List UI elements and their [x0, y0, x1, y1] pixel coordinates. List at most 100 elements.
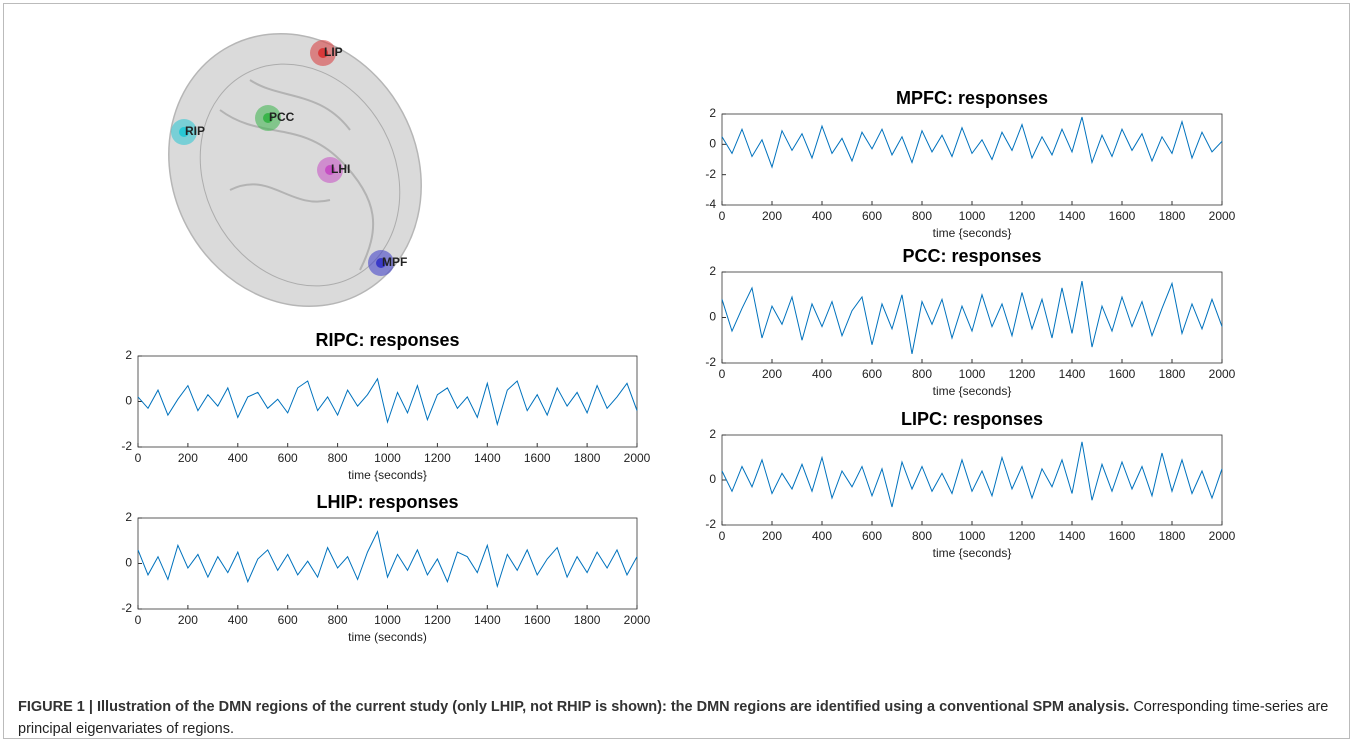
- y-tick-label: -2: [121, 601, 132, 615]
- series-line: [137, 530, 638, 589]
- x-tick-label: 400: [812, 367, 832, 381]
- x-tick-label: 1000: [959, 209, 986, 223]
- x-tick-label: 400: [812, 209, 832, 223]
- x-tick-label: 200: [762, 367, 782, 381]
- series-line: [721, 116, 1223, 169]
- brain-nodes: LIP PCC RIP LHI MPF: [171, 40, 407, 276]
- chart-title: LIPC: responses: [901, 409, 1043, 429]
- y-tick-label: -2: [705, 167, 716, 181]
- x-tick-label: 1600: [524, 451, 551, 465]
- line-chart: MPFC: responses 0 200 400 600 800 1000 1200 1400…: [705, 88, 1235, 240]
- x-tick-label: 1000: [374, 613, 401, 627]
- x-tick-label: 200: [762, 209, 782, 223]
- node-label: RIP: [185, 124, 205, 138]
- x-tick-label: 200: [178, 613, 198, 627]
- caption-bold: FIGURE 1 | Illustration of the DMN regio…: [18, 699, 1130, 715]
- x-tick-label: 800: [912, 367, 932, 381]
- x-axis-label: time {seconds}: [933, 226, 1012, 240]
- x-tick-label: 2000: [624, 613, 651, 627]
- y-tick-label: 2: [125, 510, 132, 524]
- x-tick-label: 800: [328, 613, 348, 627]
- x-tick-label: 1600: [524, 613, 551, 627]
- node: [376, 258, 386, 268]
- node-label: MPF: [382, 255, 407, 269]
- x-tick-label: 1800: [1159, 367, 1186, 381]
- x-tick-label: 1200: [424, 451, 451, 465]
- x-axis-label: time (seconds): [348, 630, 427, 644]
- y-tick-label: 2: [709, 264, 716, 278]
- line-chart: PCC: responses 0 200 400 600 800 1000 1200 1400 1…: [705, 246, 1235, 398]
- x-tick-label: 1800: [574, 451, 601, 465]
- node: [179, 127, 189, 137]
- x-tick-label: 200: [178, 451, 198, 465]
- y-tick-label: 0: [709, 310, 716, 324]
- x-tick-label: 200: [762, 529, 782, 543]
- x-tick-label: 0: [135, 613, 142, 627]
- x-tick-label: 600: [862, 209, 882, 223]
- y-tick-label: 2: [709, 106, 716, 120]
- figure-frame: [3, 3, 1350, 739]
- x-tick-label: 1400: [474, 613, 501, 627]
- line-chart: LIPC: responses 0 200 400 600 800 1000 1200 1400…: [705, 409, 1235, 560]
- x-tick-label: 600: [278, 613, 298, 627]
- x-tick-label: 2000: [1209, 367, 1236, 381]
- x-tick-label: 1200: [1009, 209, 1036, 223]
- plot-area: [721, 271, 1223, 364]
- x-tick-label: 600: [862, 529, 882, 543]
- x-axis-label: time {seconds}: [933, 384, 1012, 398]
- x-tick-label: 2000: [1209, 529, 1236, 543]
- x-tick-label: 1800: [1159, 529, 1186, 543]
- node: [263, 113, 273, 123]
- x-tick-label: 400: [812, 529, 832, 543]
- x-tick-label: 600: [278, 451, 298, 465]
- brain-render: [168, 33, 422, 307]
- x-tick-label: 1800: [574, 613, 601, 627]
- x-tick-label: 1600: [1109, 529, 1136, 543]
- y-tick-label: 0: [125, 394, 132, 408]
- x-tick-label: 1200: [424, 613, 451, 627]
- x-axis-label: time {seconds}: [933, 546, 1012, 560]
- x-tick-label: 800: [912, 529, 932, 543]
- y-tick-label: -2: [705, 517, 716, 531]
- series-line: [137, 377, 638, 427]
- x-tick-label: 1000: [959, 529, 986, 543]
- x-tick-label: 1400: [1059, 209, 1086, 223]
- chart-title: MPFC: responses: [896, 88, 1048, 108]
- y-tick-label: -4: [705, 197, 716, 211]
- chart-title: PCC: responses: [902, 246, 1041, 266]
- x-tick-label: 1600: [1109, 367, 1136, 381]
- node: [318, 48, 328, 58]
- series-line: [721, 441, 1223, 508]
- x-tick-label: 1000: [374, 451, 401, 465]
- caption-text: Corresponding time-series are principal …: [18, 699, 1329, 737]
- line-chart: LHIP: responses 0 200 400 600 800 1000 1200 1400…: [121, 492, 650, 644]
- plot-area: [721, 113, 1223, 206]
- x-axis-label: time {seconds}: [348, 468, 427, 482]
- x-tick-label: 2000: [624, 451, 651, 465]
- node-label: PCC: [269, 110, 295, 124]
- x-tick-label: 400: [228, 613, 248, 627]
- y-tick-label: 0: [709, 472, 716, 486]
- node: [325, 165, 335, 175]
- x-tick-label: 1600: [1109, 209, 1136, 223]
- x-tick-label: 0: [719, 529, 726, 543]
- x-tick-label: 2000: [1209, 209, 1236, 223]
- x-tick-label: 1400: [1059, 529, 1086, 543]
- y-tick-label: 2: [709, 427, 716, 441]
- x-tick-label: 1400: [474, 451, 501, 465]
- x-tick-label: 1200: [1009, 367, 1036, 381]
- x-tick-label: 400: [228, 451, 248, 465]
- y-tick-label: 0: [125, 556, 132, 570]
- x-tick-label: 800: [912, 209, 932, 223]
- y-tick-label: 2: [125, 348, 132, 362]
- x-tick-label: 1800: [1159, 209, 1186, 223]
- x-tick-label: 600: [862, 367, 882, 381]
- node-label: LIP: [324, 45, 343, 59]
- series-line: [721, 281, 1223, 354]
- x-tick-label: 1200: [1009, 529, 1036, 543]
- x-tick-label: 0: [719, 209, 726, 223]
- x-tick-label: 0: [719, 367, 726, 381]
- node-label: LHI: [331, 162, 350, 176]
